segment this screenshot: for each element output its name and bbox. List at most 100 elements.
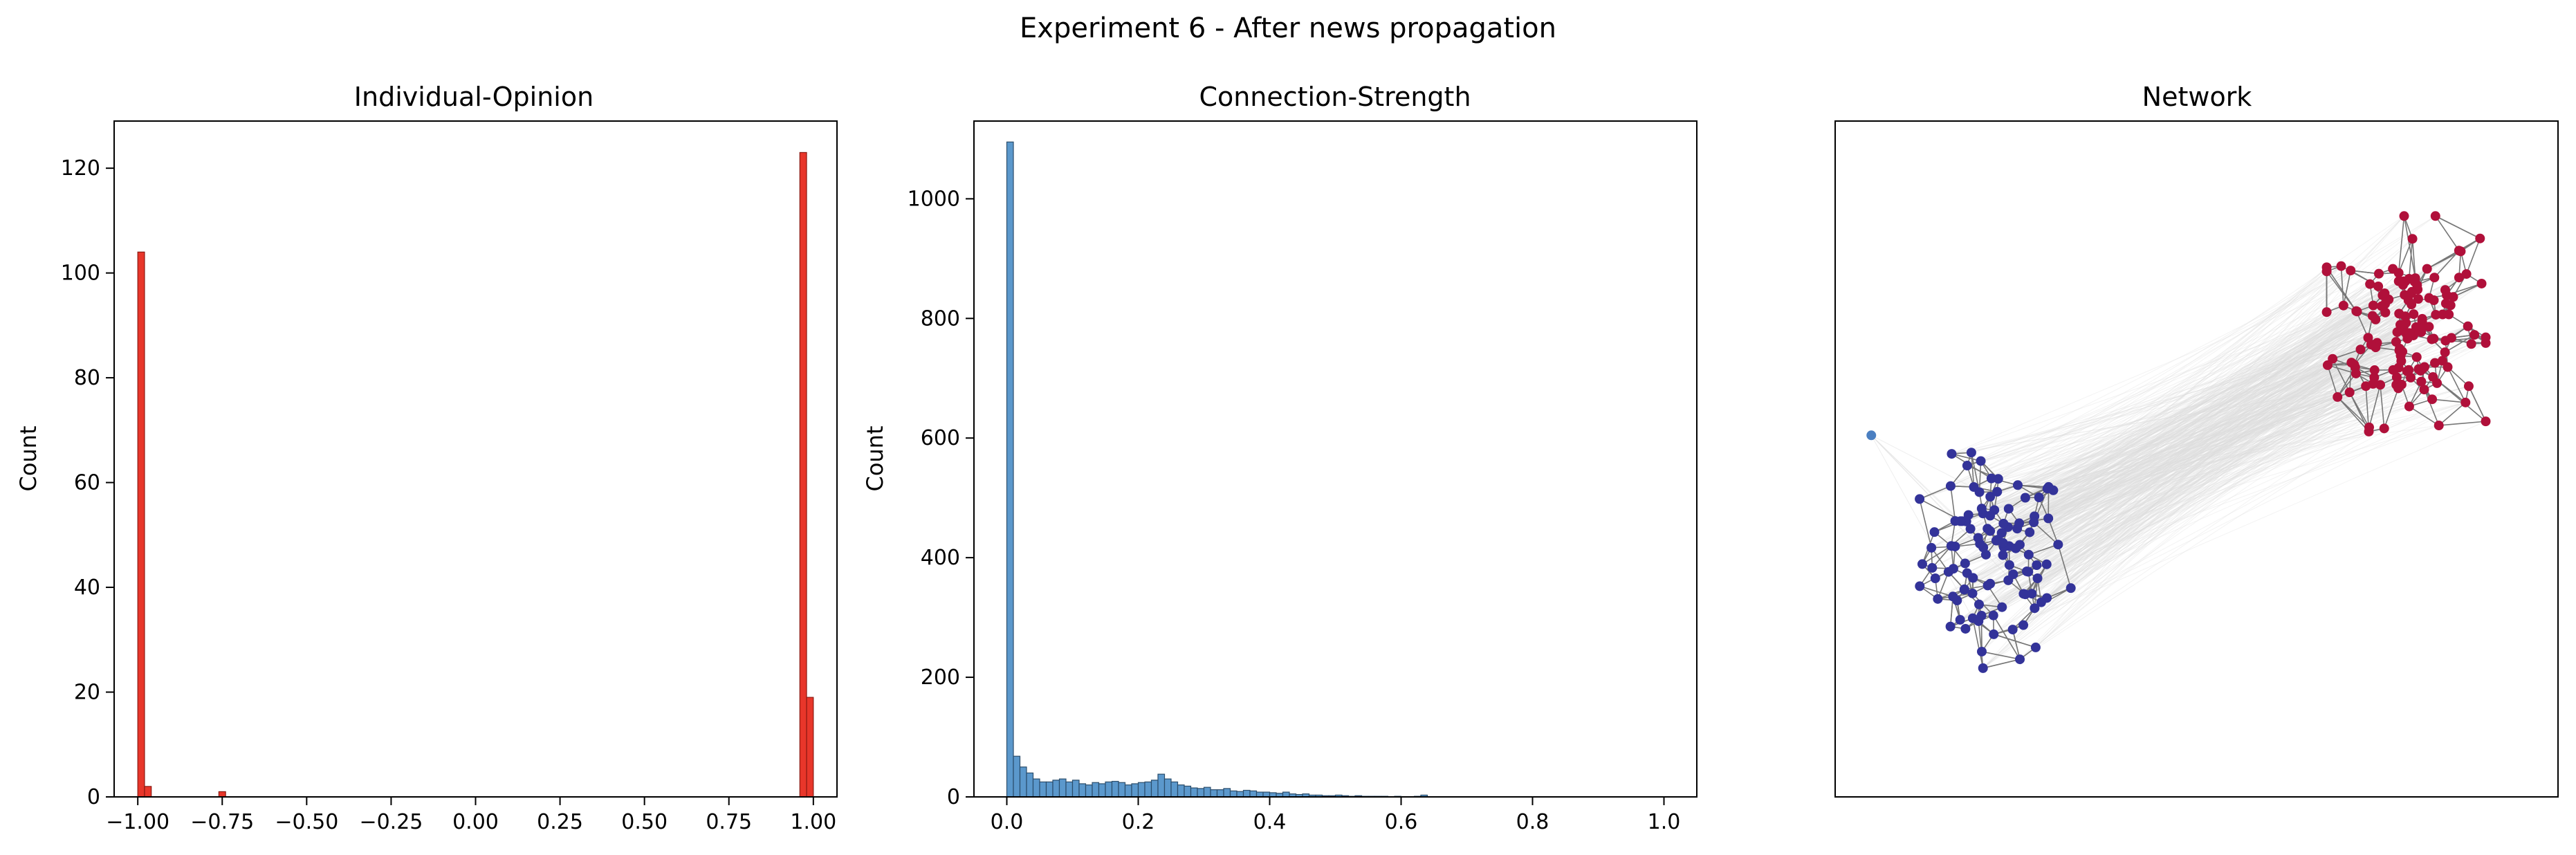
network-inter-edge (1968, 305, 2344, 515)
network-node (1986, 473, 1996, 484)
network-node (1998, 518, 2009, 528)
network-inter-edge (2028, 384, 2402, 572)
network-inter-edge (2058, 349, 2361, 545)
network-inter-edge (2041, 306, 2382, 603)
network-inter-edge (2058, 273, 2467, 545)
network-node (2392, 327, 2402, 338)
network-inter-edge (2018, 376, 2434, 524)
network-node (1973, 533, 1983, 543)
network-inter-edge (2003, 266, 2342, 544)
network-intra-edge (1982, 659, 2021, 669)
network-node (2346, 266, 2356, 276)
network-node (1976, 646, 1987, 656)
network-node (1962, 461, 1972, 471)
network-inter-edge (2053, 350, 2400, 491)
network-intra-edge (2028, 544, 2059, 555)
network-inter-edge (1951, 338, 2434, 454)
network-inter-edge (2046, 318, 2422, 565)
network-intra-edge (1919, 485, 1951, 500)
network-inter-edge (2017, 266, 2342, 486)
network-node (1998, 550, 2008, 560)
network-inter-edge (2012, 385, 2469, 630)
network-node (2338, 300, 2348, 311)
network-node (2402, 366, 2412, 376)
strength-x-tick-label: 1.0 (1648, 810, 1681, 834)
network-node (2328, 353, 2338, 364)
network-node (2393, 276, 2404, 286)
strength-x-tick-label: 0.6 (1385, 810, 1418, 834)
network-node (2409, 309, 2419, 320)
strength-y-tick-label: 0 (947, 785, 960, 809)
network-intra-edge (1978, 620, 1984, 668)
network-inter-edge (2039, 281, 2401, 498)
network-intra-edge (1981, 651, 2021, 660)
network-inter-edge (1922, 277, 2416, 564)
network-inter-edge (2048, 306, 2382, 488)
network-intra-edge (2435, 215, 2481, 239)
network-intra-edge (2408, 239, 2413, 279)
network-intra-edge (2445, 334, 2475, 353)
network-intra-edge (2368, 385, 2381, 428)
network-inter-edge (2003, 293, 2385, 524)
network-intra-edge (1978, 461, 1982, 493)
network-inter-edge (1938, 338, 2408, 600)
network-inter-edge (1993, 355, 2401, 635)
network-inter-edge (2033, 322, 2407, 523)
network-inter-edge (1974, 303, 2386, 488)
network-node (1974, 599, 1985, 609)
network-inter-edge (2001, 324, 2401, 608)
network-inter-edge (2009, 384, 2402, 566)
network-node (1948, 564, 1958, 574)
network-inter-edge (1974, 348, 2400, 488)
network-node (2469, 330, 2480, 340)
network-inter-edge (2033, 337, 2452, 523)
network-plot-frame (1834, 120, 2559, 798)
network-inter-edge (1962, 284, 2404, 522)
strength-bar (1085, 784, 1093, 798)
network-node (2053, 540, 2063, 550)
network-node (2014, 540, 2025, 550)
network-inter-edge (1987, 337, 2368, 529)
network-node (1976, 610, 1987, 620)
network-inter-edge (2016, 367, 2356, 529)
network-node (2371, 314, 2381, 324)
network-node (1930, 573, 1940, 584)
network-inter-edge (2009, 273, 2467, 566)
network-inter-edge (1978, 406, 2410, 605)
network-node (2430, 358, 2440, 368)
network-inter-edge (2017, 315, 2373, 486)
network-inter-edge (1987, 298, 2419, 529)
network-inter-edge (2026, 311, 2357, 572)
network-intra-edge (2327, 365, 2357, 374)
network-inter-edge (1989, 294, 2405, 585)
network-node (1960, 558, 1970, 569)
network-intra-edge (2398, 238, 2413, 273)
network-inter-edge (1973, 339, 2432, 578)
network-inter-edge (2035, 277, 2416, 648)
network-inter-edge (2012, 402, 2466, 630)
network-node (2398, 347, 2408, 357)
network-inter-edge (1993, 360, 2443, 616)
network-inter-edge (1974, 270, 2351, 488)
network-inter-edge (2033, 365, 2328, 523)
network-intra-edge (1919, 499, 1932, 549)
network-inter-edge (1950, 270, 2351, 487)
network-inter-edge (2034, 373, 2357, 609)
network-node (2460, 397, 2471, 407)
strength-x-tick-label: 0.8 (1516, 810, 1549, 834)
strength-histogram: Connection-Strength Count 0.0 0.2 0.4 0.6 0.… (862, 82, 1698, 834)
network-inter-edge (2046, 300, 2409, 598)
network-inter-edge (1967, 367, 2425, 573)
network-inter-edge (2048, 319, 2376, 519)
network-inter-edge (1951, 273, 2380, 454)
network-inter-edge (1982, 311, 2357, 669)
network-node (2004, 560, 2014, 570)
network-inter-edge (1931, 282, 2416, 549)
network-inter-edge (1978, 284, 2404, 605)
network-node (1945, 481, 1956, 491)
network-intra-edge (2383, 388, 2399, 429)
network-inter-edge (1997, 311, 2357, 540)
network-inter-edge (2046, 268, 2428, 598)
network-node (2350, 368, 2361, 378)
network-inter-edge (2046, 384, 2381, 598)
